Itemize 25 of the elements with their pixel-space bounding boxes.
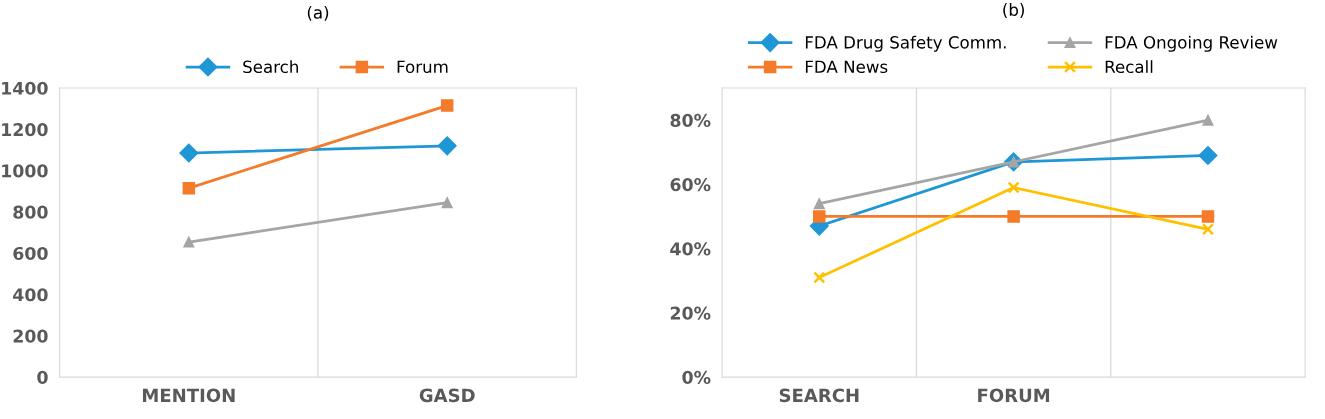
y-tick-label: 0 (37, 370, 48, 384)
y-tick-label: 200 (13, 329, 48, 343)
y-tick-label: 1400 (2, 81, 48, 95)
x-tick-label: MENTION (143, 388, 235, 403)
x-tick-label: SEARCH (779, 388, 859, 403)
y-tick-label: 80% (670, 113, 711, 127)
x-tick-label: GASD (419, 388, 475, 403)
chart-title: (b) (1003, 3, 1024, 18)
y-tick-label: 40% (670, 242, 711, 256)
legend-label: Forum (397, 60, 448, 74)
x-tick-label: FORUM (978, 388, 1050, 403)
legend-label: FDA Drug Safety Comm. (805, 35, 1006, 52)
chart-title: (a) (307, 5, 329, 21)
y-tick-label: 400 (13, 288, 48, 302)
y-tick-label: 60% (670, 178, 711, 192)
y-tick-label: 1000 (2, 164, 48, 178)
legend-label: FDA Ongoing Review (1105, 35, 1278, 52)
legend-label: Search (243, 60, 298, 74)
legend-label: Recall (1105, 60, 1153, 74)
y-tick-label: 20% (670, 306, 711, 320)
y-tick-label: 1200 (2, 123, 48, 137)
y-tick-label: 600 (13, 246, 48, 261)
y-tick-label: 800 (13, 205, 48, 219)
y-tick-label: 0% (682, 370, 711, 384)
legend-label: FDA News (805, 60, 888, 74)
